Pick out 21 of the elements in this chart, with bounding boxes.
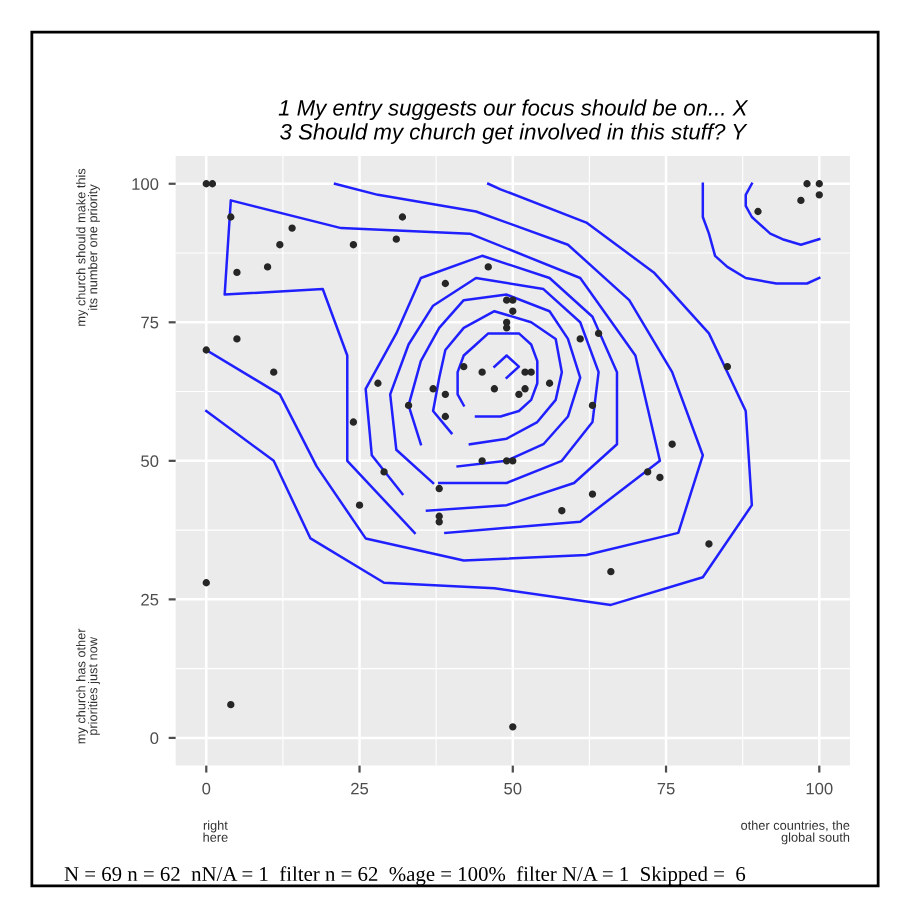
line-series	[701, 182, 821, 285]
line-series	[364, 254, 619, 512]
y-tick-label: 50	[141, 455, 159, 468]
x-tick-label: 50	[504, 782, 522, 795]
line-series	[744, 182, 821, 246]
x-tick-label: 0	[202, 782, 211, 795]
x-tick-label: 100	[806, 782, 833, 795]
line-series	[223, 199, 662, 535]
y-tick-label: 0	[150, 732, 159, 745]
line-series	[431, 309, 564, 446]
line-series	[205, 182, 754, 607]
y-tick-label: 75	[141, 316, 159, 329]
chart-title: 1 My entry suggests our focus should be on... X 3 Should my church get involved in this stuff? Y	[278, 99, 749, 144]
line-series	[456, 332, 539, 418]
y-tick-label: 25	[141, 593, 159, 606]
line-series	[205, 182, 705, 562]
line-series	[407, 293, 582, 468]
y-tick-label: 100	[132, 178, 159, 190]
x-tick-label: 25	[351, 782, 369, 795]
x-tick-label: 75	[657, 782, 675, 795]
text: N = 69 n = 62 nN/A = 1 filter n = 62 %age = 100% filter N/A = 1 Skipped = 6	[64, 866, 746, 886]
